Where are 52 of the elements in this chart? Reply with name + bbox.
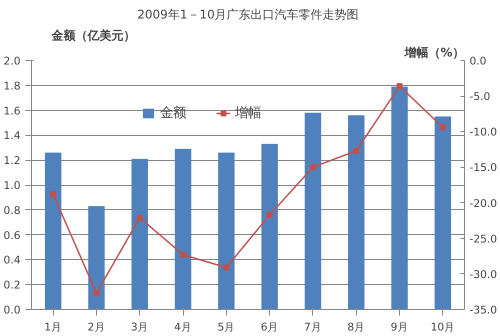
x-tick-label: 6月 <box>260 320 279 334</box>
bar <box>261 144 278 310</box>
y2-tick-label: -35.0 <box>470 304 498 316</box>
bar <box>218 152 235 310</box>
point <box>180 252 186 258</box>
x-tick-label: 1月 <box>44 320 62 334</box>
point <box>50 191 56 198</box>
point <box>223 264 230 271</box>
x-tick-label: 10月 <box>430 320 456 334</box>
y2-tick-label: -30.0 <box>470 268 498 281</box>
x-tick-label: 7月 <box>304 320 322 334</box>
bar <box>44 152 62 310</box>
y-tick-label: 1.2 <box>4 154 21 168</box>
point <box>93 290 100 296</box>
x-tick-label: 9月 <box>390 320 408 334</box>
y2-tick-label: -5.0 <box>470 90 491 104</box>
x-tick-label: 2月 <box>88 320 106 334</box>
x-tick-label: 5月 <box>217 320 236 334</box>
y2-tick-label: -10.0 <box>470 126 498 139</box>
bar <box>391 86 408 310</box>
y2-axis-title: 增幅（%） <box>403 46 465 60</box>
point <box>136 214 143 221</box>
point <box>266 212 273 218</box>
y-tick-label: 0.4 <box>4 254 21 267</box>
point <box>440 124 446 130</box>
y2-tick-label: -25.0 <box>470 232 498 246</box>
y2-tick-label: 0.0 <box>470 54 487 68</box>
y-tick-label: 1.0 <box>4 179 21 192</box>
point <box>310 164 316 170</box>
x-tick-label: 8月 <box>347 320 366 334</box>
y2-tick-label: -20.0 <box>470 196 498 210</box>
y-axis-title: 金额（亿美元） <box>50 28 136 42</box>
chart-title: 2009年1－10月广东出口汽车零件走势图 <box>137 8 359 22</box>
y-tick-label: 0.8 <box>4 204 21 217</box>
bar <box>132 158 148 310</box>
bar <box>88 206 105 310</box>
y-tick-label: 0.2 <box>4 278 21 292</box>
bar <box>174 148 192 310</box>
point <box>353 148 360 154</box>
bar <box>434 116 452 310</box>
x-tick-label: 4月 <box>174 320 192 334</box>
bar <box>304 112 322 310</box>
y-tick-label: 0.0 <box>4 304 21 316</box>
y-tick-label: 2.0 <box>4 54 21 68</box>
y-tick-label: 1.8 <box>4 79 21 92</box>
point <box>396 83 403 90</box>
bar <box>348 115 364 310</box>
y2-tick-label: -15.0 <box>470 161 498 174</box>
y-tick-label: 1.4 <box>4 129 21 142</box>
y-tick-label: 1.6 <box>4 104 21 118</box>
y-tick-label: 0.6 <box>4 228 21 242</box>
x-tick-label: 3月 <box>130 320 149 334</box>
